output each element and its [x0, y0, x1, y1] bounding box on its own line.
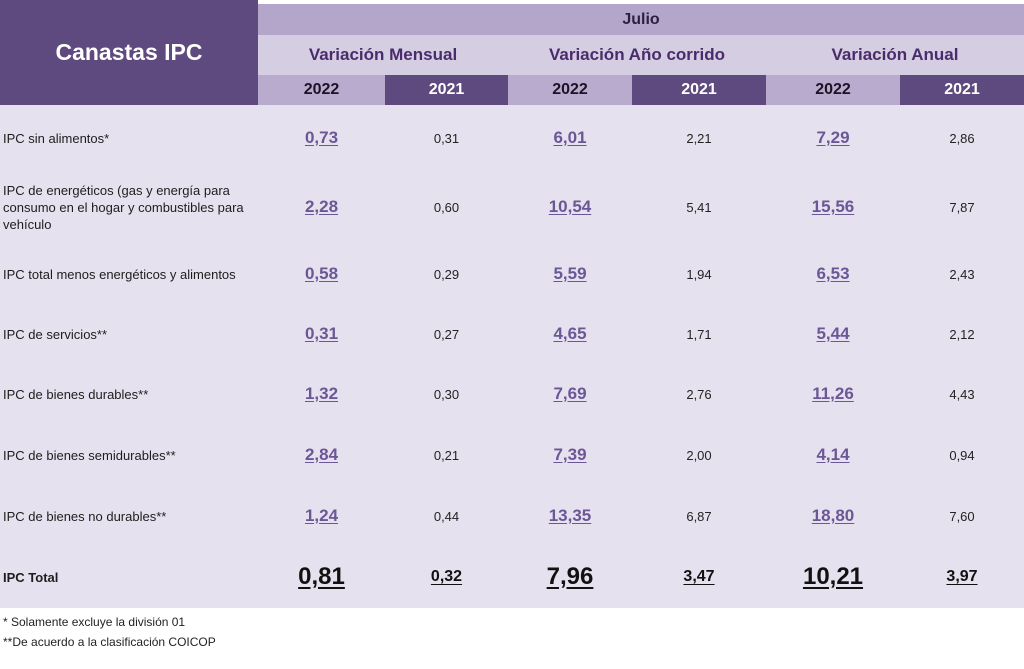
row-label: IPC de bienes no durables**: [3, 508, 167, 524]
value-cell[interactable]: 18,80: [811, 506, 855, 525]
total-value-cell[interactable]: 0,32: [430, 568, 463, 585]
table-row: IPC de servicios** 0,31 0,27 4,65 1,71 5…: [0, 304, 1024, 364]
value-cell: 6,87: [686, 508, 712, 524]
row-label: IPC de servicios**: [3, 326, 108, 342]
table-row: IPC de bienes durables** 1,32 0,30 7,69 …: [0, 364, 1024, 424]
group-header-anual: Variación Anual: [831, 45, 959, 64]
value-cell: 0,27: [433, 326, 460, 342]
value-cell[interactable]: 4,14: [816, 445, 850, 464]
total-value-cell[interactable]: 7,96: [546, 563, 594, 590]
value-cell[interactable]: 4,65: [553, 324, 587, 343]
footnote: * Solamente excluye la división 01: [3, 615, 186, 629]
value-cell[interactable]: 15,56: [811, 197, 855, 216]
year-header: 2022: [258, 75, 385, 105]
value-cell: 0,44: [433, 508, 460, 524]
value-cell[interactable]: 7,69: [553, 384, 587, 403]
table-row: IPC sin alimentos* 0,73 0,31 6,01 2,21 7…: [0, 108, 1024, 168]
value-cell: 0,21: [433, 447, 460, 463]
value-cell: 0,60: [433, 199, 460, 215]
table-row: IPC de energéticos (gas y energía para c…: [0, 172, 1024, 242]
month-header: Julio: [258, 4, 1024, 35]
row-label: IPC de energéticos (gas y energía para c…: [3, 182, 244, 232]
year-header: 2021: [632, 75, 766, 105]
value-cell[interactable]: 0,58: [304, 264, 339, 283]
value-cell[interactable]: 1,32: [304, 384, 339, 403]
footnotes: * Solamente excluye la división 01 **De …: [3, 612, 216, 652]
value-cell[interactable]: 13,35: [548, 506, 592, 525]
year-header: 2022: [766, 75, 900, 105]
value-cell: 0,31: [433, 130, 460, 146]
stub-header: Canastas IPC: [0, 0, 258, 105]
table-row: IPC de bienes no durables** 1,24 0,44 13…: [0, 486, 1024, 546]
value-cell[interactable]: 10,54: [548, 197, 592, 216]
value-cell: 0,94: [949, 447, 975, 463]
value-cell: 1,94: [686, 266, 712, 282]
group-header-ano-corrido: Variación Año corrido: [548, 45, 726, 64]
total-value-cell[interactable]: 3,97: [946, 568, 978, 585]
value-cell[interactable]: 6,53: [816, 264, 850, 283]
total-row: IPC Total 0,81 0,32 7,96 3,47 10,21 3,97: [0, 548, 1024, 606]
row-label: IPC sin alimentos*: [3, 130, 110, 146]
year-header: 2022: [508, 75, 632, 105]
value-cell: 7,60: [949, 508, 975, 524]
row-label: IPC total menos energéticos y alimentos: [3, 266, 236, 282]
value-cell: 2,43: [949, 266, 975, 282]
value-cell[interactable]: 7,29: [816, 128, 850, 147]
row-label: IPC de bienes durables**: [3, 386, 149, 402]
group-header-row: Variación Mensual Variación Año corrido …: [258, 35, 1024, 75]
value-cell: 2,00: [686, 447, 712, 463]
footnote: **De acuerdo a la clasificación COICOP: [3, 635, 216, 649]
value-cell[interactable]: 5,59: [553, 264, 587, 283]
value-cell: 1,71: [686, 326, 712, 342]
value-cell[interactable]: 7,39: [553, 445, 587, 464]
top-strip: [0, 0, 1024, 4]
value-cell[interactable]: 1,24: [304, 506, 339, 525]
year-header: 2021: [385, 75, 508, 105]
year-header: 2021: [900, 75, 1024, 105]
value-cell[interactable]: 6,01: [553, 128, 587, 147]
value-cell: 2,76: [686, 386, 712, 402]
row-label: IPC de bienes semidurables**: [3, 447, 176, 463]
value-cell: 5,41: [686, 199, 712, 215]
total-value-cell[interactable]: 10,21: [802, 563, 864, 590]
value-cell: 4,43: [949, 386, 975, 402]
value-cell[interactable]: 2,28: [304, 197, 339, 216]
value-cell: 2,21: [686, 130, 712, 146]
value-cell: 2,12: [949, 326, 975, 342]
value-cell: 2,86: [949, 130, 975, 146]
total-value-cell[interactable]: 3,47: [683, 568, 715, 585]
value-cell: 7,87: [949, 199, 975, 215]
value-cell[interactable]: 5,44: [816, 324, 850, 343]
table-row: IPC total menos energéticos y alimentos …: [0, 244, 1024, 304]
total-value-cell[interactable]: 0,81: [298, 563, 345, 590]
value-cell: 0,29: [433, 266, 460, 282]
value-cell[interactable]: 0,31: [304, 324, 339, 343]
ipc-table: Canastas IPC Julio Variación Mensual Var…: [0, 0, 1024, 608]
table-row: IPC de bienes semidurables** 2,84 0,21 7…: [0, 425, 1024, 485]
group-header-mensual: Variación Mensual: [308, 45, 458, 64]
value-cell: 0,30: [433, 386, 460, 402]
value-cell[interactable]: 0,73: [304, 128, 339, 147]
value-cell[interactable]: 2,84: [304, 445, 339, 464]
total-label: IPC Total: [3, 569, 59, 585]
value-cell[interactable]: 11,26: [812, 384, 854, 403]
